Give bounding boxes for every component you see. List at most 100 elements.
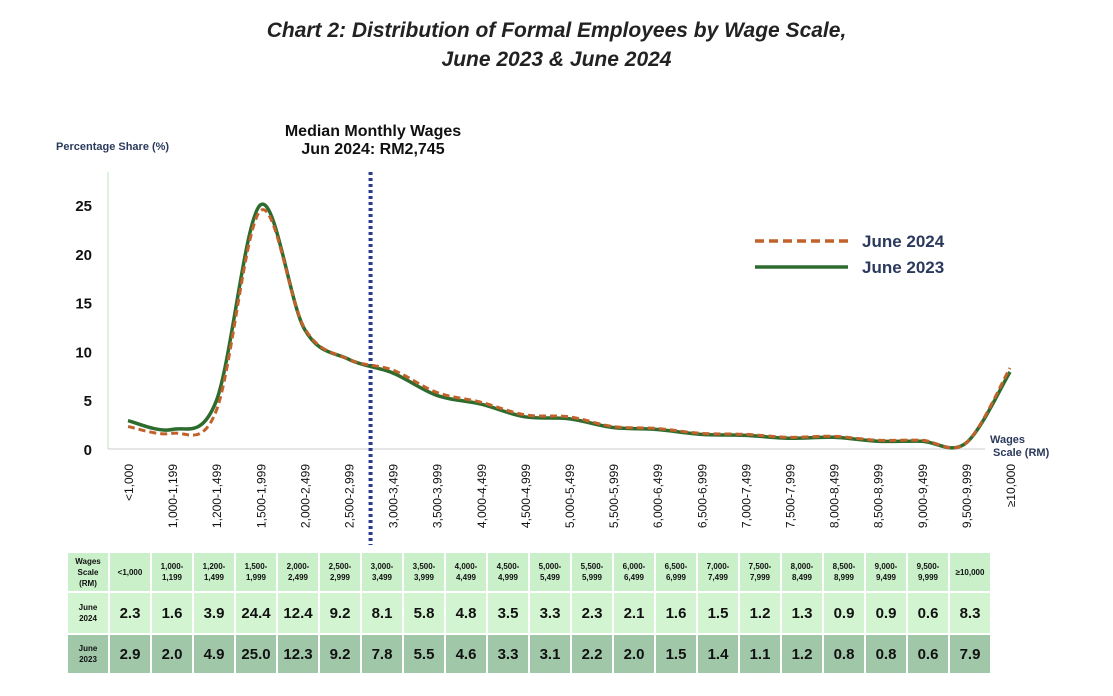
x-axis-label: Scale (RM)	[993, 447, 1050, 459]
x-tick-label: 4,000-4,499	[475, 464, 489, 528]
table-value-cell: 2.3	[572, 593, 612, 633]
table-value-cell: 2.9	[110, 635, 150, 673]
x-tick-label: 4,500-4,999	[519, 464, 533, 528]
x-tick-label: 2,500-2,999	[343, 464, 357, 528]
data-table: Wages Scale (RM) <1,000 1,000- 1,199 1,200- 1,4…	[66, 551, 992, 675]
table-value-cell: 3.5	[488, 593, 528, 633]
table-value-cell: 3.1	[530, 635, 570, 673]
table-header-cell: 2,000- 2,499	[278, 553, 318, 591]
table-header-cell: 3,000- 3,499	[362, 553, 402, 591]
table-value-cell: 2.0	[152, 635, 192, 673]
y-tick-label: 20	[75, 247, 92, 264]
table-header-cell: 4,500- 4,999	[488, 553, 528, 591]
table-header-cell: 7,500- 7,999	[740, 553, 780, 591]
table-value-cell: 2.2	[572, 635, 612, 673]
table-value-cell: 2.3	[110, 593, 150, 633]
table-header-cell: 9,500- 9,999	[908, 553, 948, 591]
table-header-cell: 1,500- 1,999	[236, 553, 276, 591]
table-header-cell: 9,000- 9,499	[866, 553, 906, 591]
table-value-cell: 1.4	[698, 635, 738, 673]
x-tick-label: <1,000	[122, 464, 136, 501]
x-tick-label: 5,500-5,999	[607, 464, 621, 528]
median-annotation: Jun 2024: RM2,745	[301, 141, 444, 158]
table-header-cell: ≥10,000	[950, 553, 990, 591]
row-label-2024: June 2024	[68, 593, 108, 633]
table-header-cell: 3,500- 3,999	[404, 553, 444, 591]
table-header-cell: 1,200- 1,499	[194, 553, 234, 591]
table-value-cell: 2.1	[614, 593, 654, 633]
table-value-cell: 9.2	[320, 635, 360, 673]
table-value-cell: 25.0	[236, 635, 276, 673]
table-value-cell: 12.4	[278, 593, 318, 633]
table-value-cell: 12.3	[278, 635, 318, 673]
y-tick-label: 5	[84, 393, 92, 410]
table-value-cell: 9.2	[320, 593, 360, 633]
table-value-cell: 3.9	[194, 593, 234, 633]
median-annotation: Median Monthly Wages	[285, 123, 461, 140]
x-tick-label: 9,000-9,499	[916, 464, 930, 528]
header-label: Wages Scale (RM)	[68, 553, 108, 591]
table-value-cell: 1.5	[698, 593, 738, 633]
table-value-cell: 7.8	[362, 635, 402, 673]
table-value-cell: 4.9	[194, 635, 234, 673]
title-line-1: Chart 2: Distribution of Formal Employee…	[266, 19, 847, 42]
x-tick-label: 1,200-1,499	[210, 464, 224, 528]
table-value-cell: 4.8	[446, 593, 486, 633]
y-tick-label: 15	[75, 296, 92, 313]
table-header-cell: 5,500- 5,999	[572, 553, 612, 591]
table-value-cell: 1.2	[782, 635, 822, 673]
x-tick-label: 3,500-3,999	[431, 464, 445, 528]
table-value-cell: 8.1	[362, 593, 402, 633]
table-value-cell: 5.8	[404, 593, 444, 633]
table-value-cell: 1.1	[740, 635, 780, 673]
x-tick-label: 6,500-6,999	[695, 464, 709, 528]
table-value-cell: 0.9	[824, 593, 864, 633]
y-tick-label: 0	[84, 442, 92, 459]
y-axis-label: Percentage Share (%)	[56, 141, 169, 153]
table-value-cell: 8.3	[950, 593, 990, 633]
table-value-cell: 7.9	[950, 635, 990, 673]
table-header-cell: 1,000- 1,199	[152, 553, 192, 591]
table-header-cell: 2,500- 2,999	[320, 553, 360, 591]
table-value-cell: 0.6	[908, 635, 948, 673]
y-tick-label: 10	[75, 344, 92, 361]
table-header-cell: <1,000	[110, 553, 150, 591]
table-header-cell: 4,000- 4,499	[446, 553, 486, 591]
x-tick-label: 5,000-5,499	[563, 464, 577, 528]
x-axis-label: Wages	[990, 434, 1025, 446]
table-header-cell: 6,500- 6,999	[656, 553, 696, 591]
table-value-cell: 0.8	[824, 635, 864, 673]
title-line-2: June 2023 & June 2024	[441, 48, 672, 71]
table-header-cell: 6,000- 6,499	[614, 553, 654, 591]
table-value-cell: 1.3	[782, 593, 822, 633]
table-value-cell: 3.3	[530, 593, 570, 633]
table-value-cell: 0.9	[866, 593, 906, 633]
x-tick-label: 3,000-3,499	[387, 464, 401, 528]
x-tick-label: 8,000-8,499	[828, 464, 842, 528]
table-value-cell: 0.6	[908, 593, 948, 633]
x-tick-label: 7,000-7,499	[739, 464, 753, 528]
x-tick-label: 6,000-6,499	[651, 464, 665, 528]
chart-title: Chart 2: Distribution of Formal Employee…	[0, 16, 1113, 74]
y-tick-label: 25	[75, 198, 92, 215]
table-header-cell: 5,000- 5,499	[530, 553, 570, 591]
table-value-cell: 2.0	[614, 635, 654, 673]
x-tick-label: 2,000-2,499	[298, 464, 312, 528]
x-tick-label: 1,500-1,999	[254, 464, 268, 528]
table-value-cell: 0.8	[866, 635, 906, 673]
x-tick-label: 9,500-9,999	[960, 464, 974, 528]
x-tick-label: 7,500-7,999	[784, 464, 798, 528]
table-value-cell: 5.5	[404, 635, 444, 673]
series-line-june-2024	[127, 208, 1012, 450]
table-value-cell: 1.5	[656, 635, 696, 673]
table-value-cell: 1.6	[656, 593, 696, 633]
table-value-cell: 1.2	[740, 593, 780, 633]
table-header-cell: 7,000- 7,499	[698, 553, 738, 591]
table-value-cell: 3.3	[488, 635, 528, 673]
table-value-cell: 1.6	[152, 593, 192, 633]
legend-label: June 2024	[862, 232, 945, 251]
x-tick-label: 1,000-1,199	[166, 464, 180, 528]
row-label-2023: June 2023	[68, 635, 108, 673]
x-tick-label: ≥10,000	[1004, 464, 1018, 508]
